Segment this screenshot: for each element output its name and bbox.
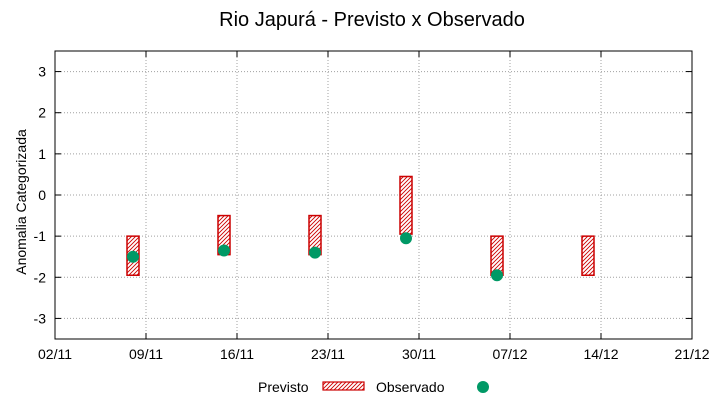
forecast-series xyxy=(126,175,595,276)
forecast-bar xyxy=(581,235,595,276)
observed-point xyxy=(400,232,412,245)
axis-ticks xyxy=(54,51,693,339)
x-tick-label: 16/11 xyxy=(220,346,254,362)
observed-point xyxy=(309,246,321,259)
observed-series xyxy=(127,232,503,282)
observed-point xyxy=(218,244,230,257)
y-axis-label: Anomalia Categorizada xyxy=(13,129,29,275)
x-tick-label: 02/11 xyxy=(38,346,72,362)
y-tick-label: 3 xyxy=(38,64,46,80)
legend-observed-marker xyxy=(477,381,489,393)
x-tick-label: 14/12 xyxy=(583,346,618,362)
legend-forecast-label: Previsto xyxy=(258,379,309,395)
legend: Previsto Observado xyxy=(258,379,489,395)
y-tick-label: 2 xyxy=(38,105,46,121)
x-tick-labels: 02/11 09/11 16/11 23/11 30/11 07/12 14/12 21/12 xyxy=(38,346,710,362)
y-tick-label: 1 xyxy=(38,146,46,162)
y-tick-labels: -3 -2 -1 0 1 2 3 xyxy=(34,64,47,327)
chart-title: Rio Japurá - Previsto x Observado xyxy=(219,9,525,31)
observed-point xyxy=(127,250,139,263)
x-tick-label: 07/12 xyxy=(492,346,527,362)
x-tick-label: 21/12 xyxy=(674,346,709,362)
y-tick-label: -2 xyxy=(34,269,47,285)
legend-observed-label: Observado xyxy=(376,379,445,395)
x-tick-label: 23/11 xyxy=(311,346,345,362)
grid-lines xyxy=(55,51,692,339)
y-tick-label: -3 xyxy=(34,310,47,326)
forecast-bar xyxy=(399,175,413,235)
x-tick-label: 30/11 xyxy=(402,346,436,362)
x-tick-label: 09/11 xyxy=(129,346,163,362)
legend-forecast-swatch xyxy=(322,381,365,391)
y-tick-label: -1 xyxy=(34,228,47,244)
observed-point xyxy=(491,269,503,282)
y-tick-label: 0 xyxy=(38,187,46,203)
